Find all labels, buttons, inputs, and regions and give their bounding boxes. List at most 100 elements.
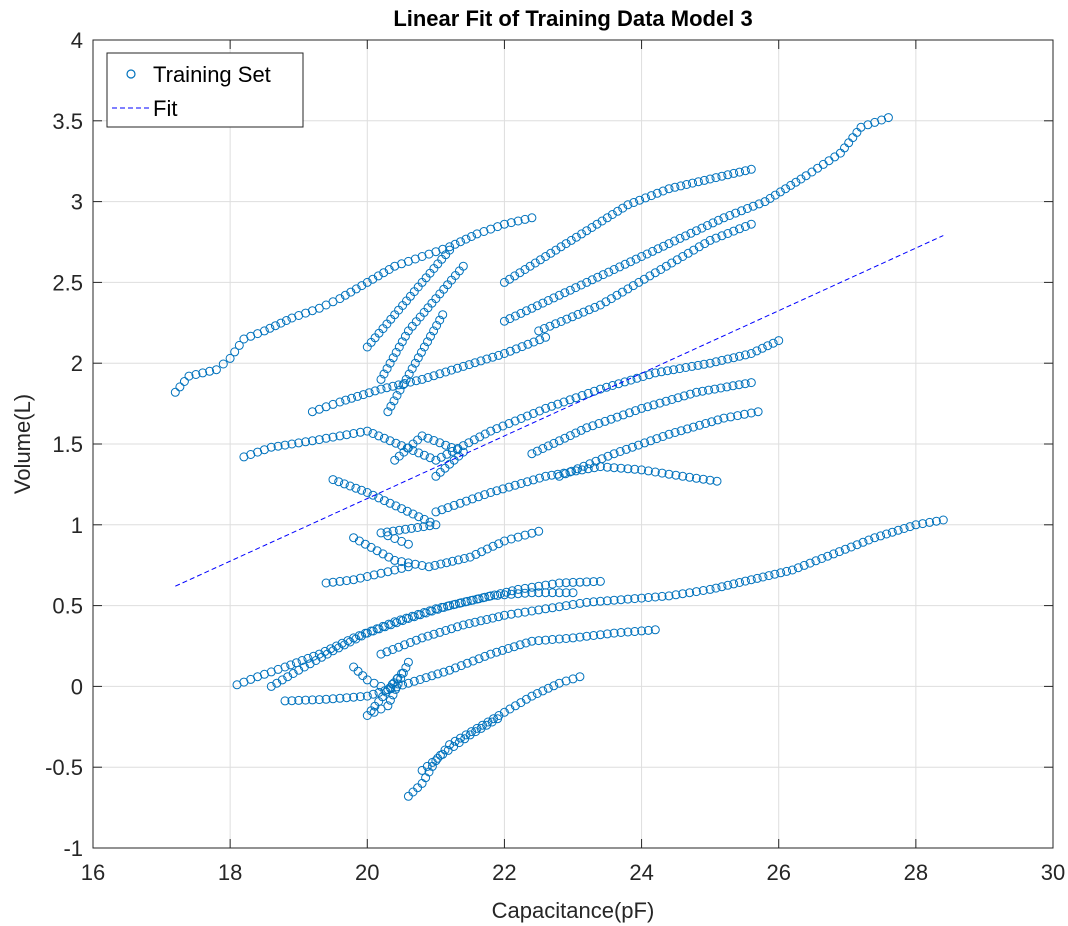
data-point — [506, 589, 516, 599]
data-point — [765, 193, 775, 203]
data-point — [447, 443, 456, 452]
data-point — [883, 113, 893, 123]
data-point — [623, 594, 633, 604]
data-point — [349, 429, 359, 438]
data-point — [588, 421, 598, 431]
data-point — [577, 465, 587, 475]
data-point — [433, 753, 443, 763]
data-point — [246, 674, 256, 684]
data-point — [621, 444, 631, 454]
data-point — [697, 223, 707, 233]
data-point — [351, 483, 361, 493]
data-point — [554, 290, 564, 300]
data-point — [664, 429, 674, 439]
data-point — [506, 218, 516, 228]
fit-line — [175, 235, 944, 587]
data-point — [716, 383, 726, 393]
data-point — [535, 406, 544, 416]
data-point — [593, 272, 603, 282]
data-point — [553, 469, 563, 479]
data-point — [565, 431, 575, 441]
data-point — [547, 470, 557, 480]
data-point — [559, 468, 569, 478]
data-point — [740, 350, 750, 360]
data-point — [382, 647, 392, 657]
data-point — [556, 317, 566, 326]
data-point — [456, 733, 465, 743]
data-point — [731, 208, 741, 218]
data-point — [397, 557, 407, 567]
data-point — [609, 265, 619, 274]
data-point — [535, 473, 544, 483]
data-point — [579, 307, 589, 317]
data-point — [617, 287, 627, 297]
data-point — [723, 229, 733, 238]
data-point — [452, 363, 462, 373]
data-point — [303, 653, 313, 663]
data-point — [322, 649, 332, 659]
data-point — [498, 645, 507, 655]
data-point — [452, 622, 462, 632]
data-point — [630, 464, 640, 474]
data-point — [345, 637, 355, 647]
data-point — [334, 643, 344, 653]
data-point — [386, 620, 396, 630]
data-point — [719, 213, 729, 223]
data-point — [392, 618, 402, 628]
data-point — [534, 605, 544, 615]
data-point — [521, 306, 531, 316]
data-point — [527, 582, 537, 592]
data-point — [735, 351, 744, 361]
data-point — [510, 416, 520, 426]
data-point — [516, 308, 526, 318]
data-point — [591, 456, 601, 466]
data-point — [442, 558, 452, 568]
data-point — [494, 350, 504, 360]
data-point — [340, 290, 350, 300]
data-point — [376, 568, 386, 578]
data-point — [425, 517, 435, 527]
data-point — [685, 389, 695, 399]
data-point — [435, 369, 445, 379]
data-point — [341, 395, 351, 405]
data-point — [711, 173, 721, 183]
data-point — [863, 120, 873, 130]
data-point — [415, 610, 425, 620]
data-point — [424, 562, 434, 572]
data-point — [470, 617, 480, 627]
data-point — [266, 681, 276, 691]
data-point — [456, 598, 466, 608]
data-point — [389, 396, 399, 406]
data-point — [253, 447, 263, 457]
data-point — [270, 321, 280, 331]
data-point — [456, 237, 465, 247]
data-point — [488, 613, 498, 623]
data-point — [701, 419, 711, 428]
data-point — [364, 388, 374, 398]
data-point — [670, 182, 680, 192]
data-point — [403, 678, 413, 688]
data-point — [450, 599, 460, 609]
data-point — [362, 488, 372, 497]
data-point — [357, 485, 367, 495]
data-point — [513, 608, 523, 618]
data-point — [499, 219, 509, 229]
data-point — [541, 252, 551, 261]
data-point — [602, 629, 612, 639]
data-point — [458, 361, 468, 371]
data-point — [678, 252, 688, 261]
data-point — [253, 329, 263, 339]
data-point — [487, 717, 497, 727]
data-point — [413, 783, 423, 793]
data-point — [629, 198, 639, 207]
data-point — [565, 285, 575, 295]
data-point — [355, 692, 365, 702]
data-point — [499, 277, 509, 287]
data-point — [551, 319, 560, 329]
data-point — [717, 231, 727, 241]
data-point — [441, 626, 451, 635]
data-point — [435, 438, 445, 448]
data-point — [719, 413, 729, 423]
data-point — [291, 658, 301, 668]
data-point — [410, 358, 420, 368]
